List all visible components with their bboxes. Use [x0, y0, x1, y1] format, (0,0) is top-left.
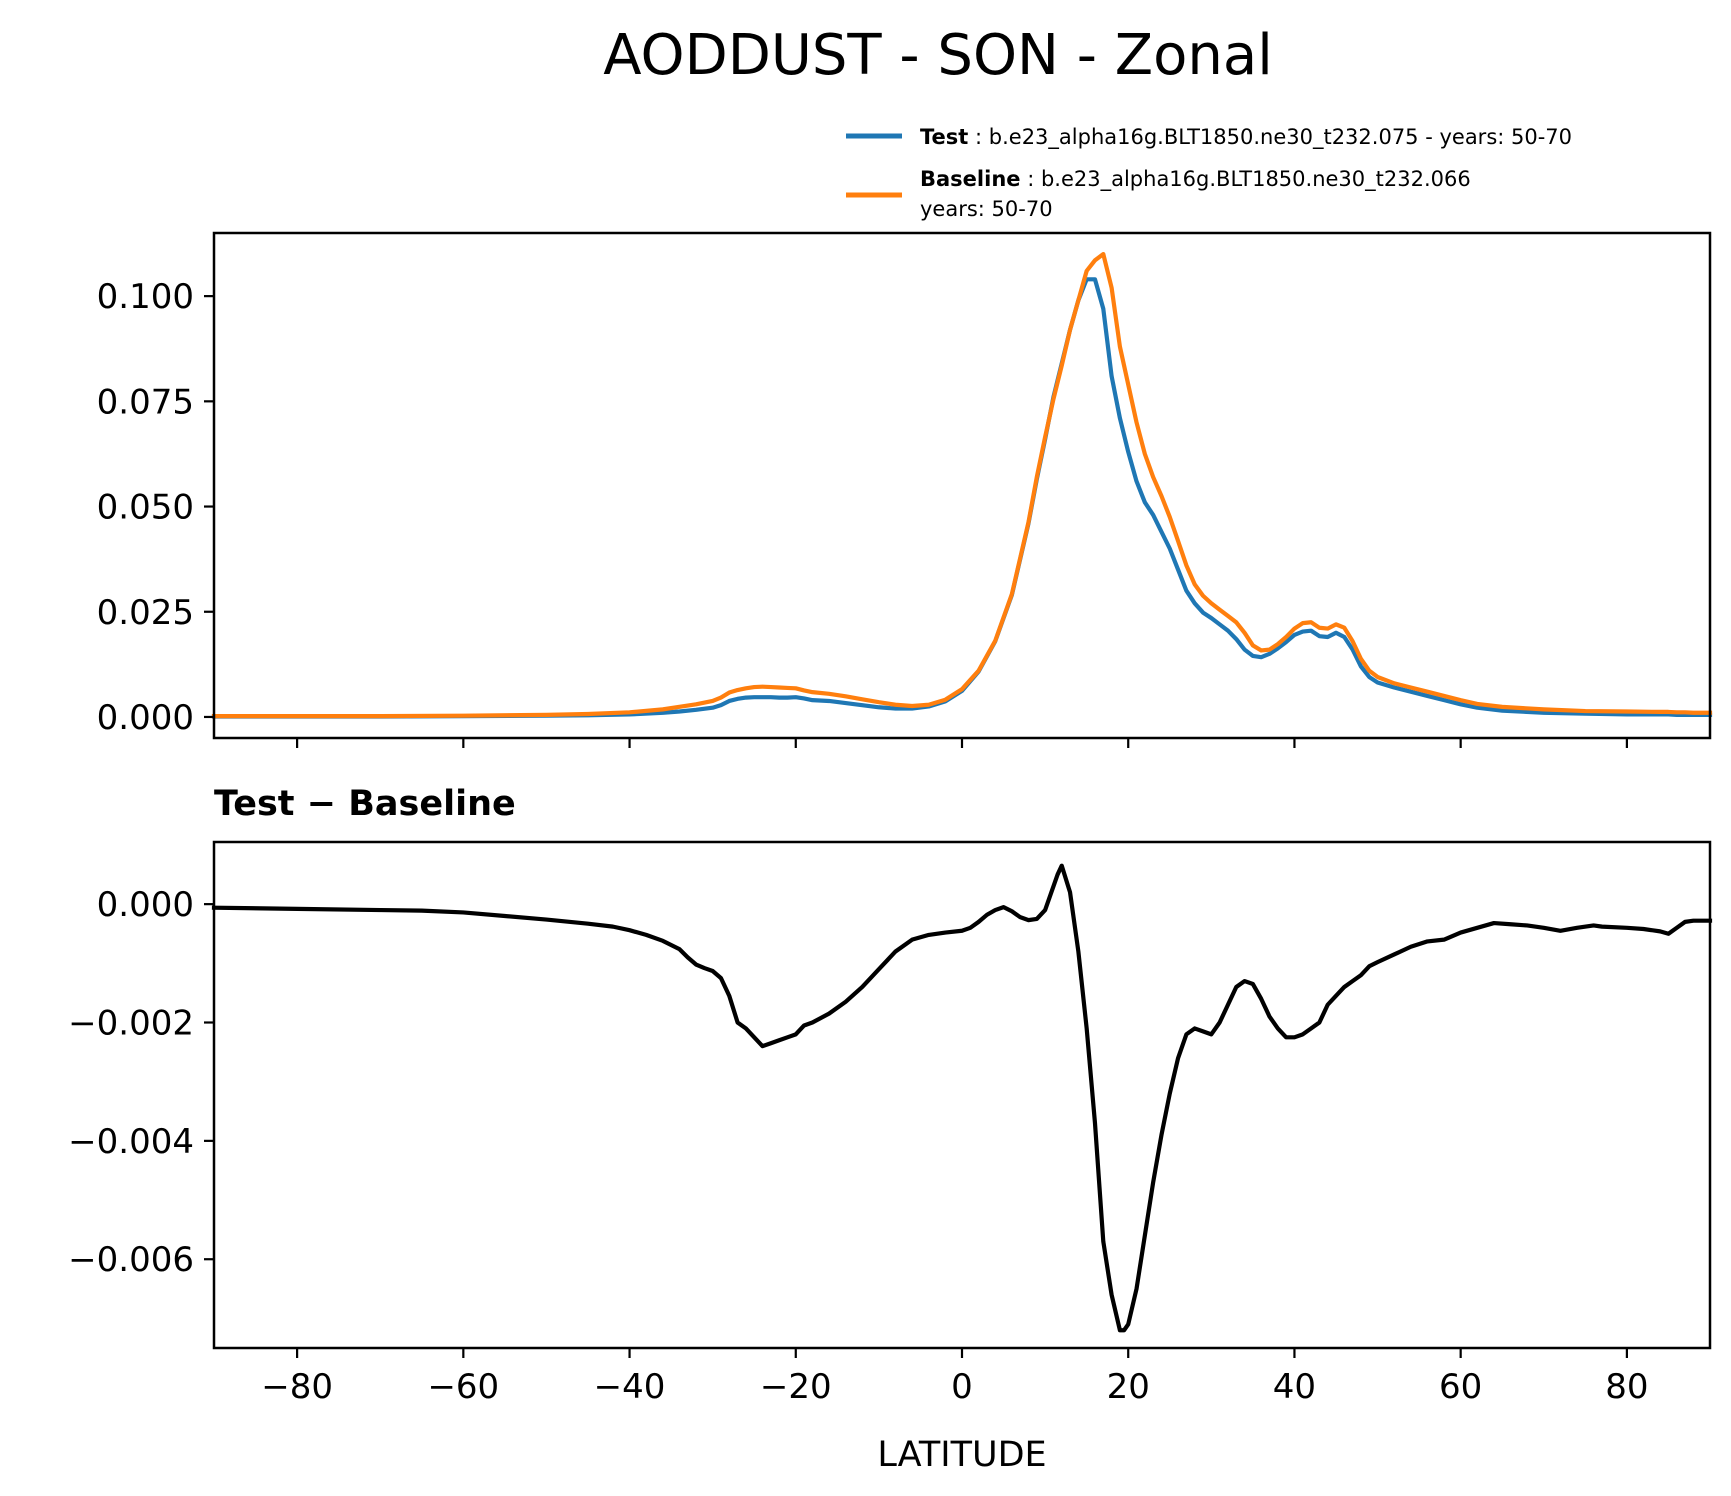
legend-test-text: b.e23_alpha16g.BLT1850.ne30_t232.075 - y… [989, 125, 1572, 150]
y-tick-label: 0.100 [97, 277, 194, 317]
x-tick-label: −20 [760, 1367, 832, 1407]
bottom-panel: 0.000 −0.002 −0.004 −0.006 −80 −60 −40 −20 0 20 4… [68, 840, 1713, 1407]
bottom-y-ticks: 0.000 −0.002 −0.004 −0.006 [68, 885, 214, 1280]
top-panel: 0.000 0.025 0.050 0.075 0.100 [97, 231, 1713, 748]
chart-title: AODDUST - SON - Zonal [603, 23, 1273, 88]
x-tick-label: −80 [261, 1367, 333, 1407]
y-tick-label: −0.004 [68, 1122, 194, 1162]
series-line-test [211, 277, 1713, 719]
x-tick-label: 20 [1107, 1367, 1150, 1407]
y-tick-label: 0.000 [97, 885, 194, 925]
x-tick-label: 40 [1273, 1367, 1316, 1407]
legend-baseline-label: Baseline : b.e23_alpha16g.BLT1850.ne30_t… [920, 167, 1471, 192]
legend-baseline-name: Baseline [920, 167, 1021, 191]
y-tick-label: 0.025 [97, 593, 194, 633]
top-x-ticks [296, 738, 1628, 748]
legend-baseline-sep: : [1021, 167, 1041, 191]
y-tick-label: 0.050 [97, 488, 194, 528]
x-tick-label: 80 [1605, 1367, 1648, 1407]
y-tick-label: −0.006 [68, 1240, 194, 1280]
x-tick-label: −40 [594, 1367, 666, 1407]
diff-title: Test − Baseline [214, 784, 516, 824]
bottom-x-ticks: −80 −60 −40 −20 0 20 40 60 80 [261, 1348, 1649, 1407]
top-y-ticks: 0.000 0.025 0.050 0.075 0.100 [97, 277, 214, 738]
x-tick-label: −60 [427, 1367, 499, 1407]
series-line-baseline [211, 251, 1713, 719]
legend-test-sep: : [968, 125, 988, 149]
legend: Test : b.e23_alpha16g.BLT1850.ne30_t232.… [846, 125, 1572, 221]
legend-baseline-text: b.e23_alpha16g.BLT1850.ne30_t232.066 [1041, 167, 1471, 192]
x-tick-label: 60 [1439, 1367, 1482, 1407]
x-tick-label: 0 [951, 1367, 973, 1407]
legend-test-name: Test [920, 125, 968, 149]
series-line-test-baseline [211, 863, 1713, 1333]
y-tick-label: −0.002 [68, 1004, 194, 1044]
x-axis-label: LATITUDE [877, 1435, 1046, 1475]
bottom-series-group [211, 863, 1713, 1333]
legend-baseline-years: years: 50-70 [920, 197, 1053, 221]
legend-test-label: Test : b.e23_alpha16g.BLT1850.ne30_t232.… [920, 125, 1572, 150]
y-tick-label: 0.075 [97, 382, 194, 422]
top-series-group [211, 251, 1713, 719]
y-tick-label: 0.000 [97, 698, 194, 738]
